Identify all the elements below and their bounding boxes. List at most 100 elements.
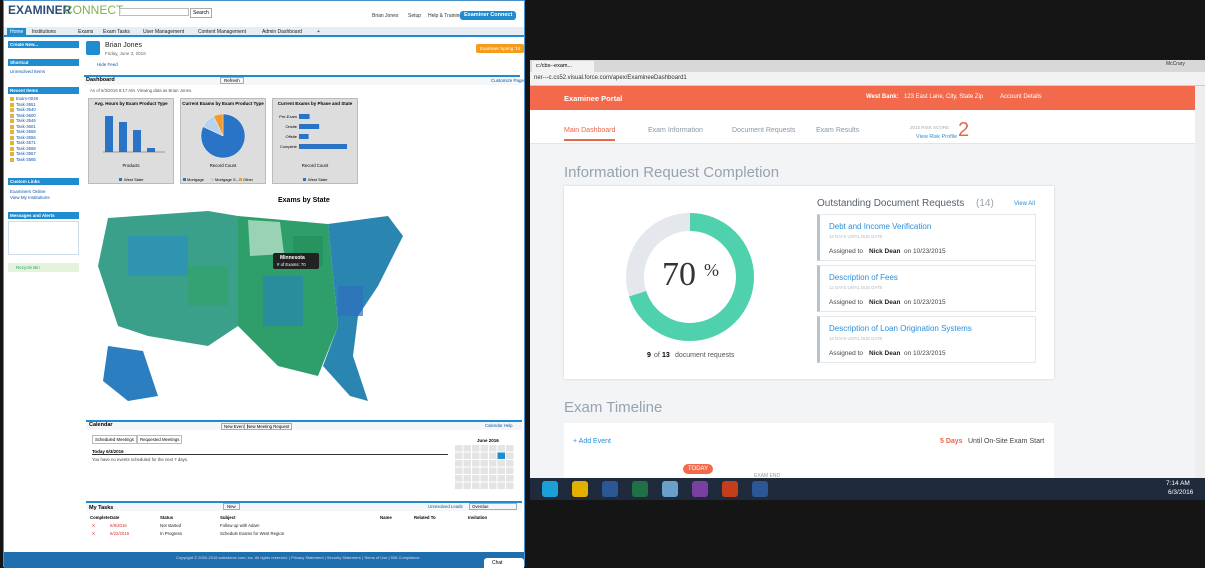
recent-link[interactable]: Task-3556 (16, 134, 36, 140)
total-count: 13 (662, 352, 670, 359)
search-box (119, 8, 189, 16)
new-meeting[interactable]: New Meeting Request (244, 423, 293, 430)
calendar-cell (506, 467, 514, 474)
calendar-cell (497, 445, 505, 452)
axis-title: Record Count (301, 163, 329, 168)
taskbar-app[interactable] (662, 481, 678, 497)
done-count: 9 (647, 352, 651, 359)
url[interactable]: ner---c.cs52.visual.force.com/apex/Exami… (534, 75, 687, 81)
tab[interactable]: Content Management (198, 29, 247, 35)
top-link[interactable]: Brian Jones (372, 13, 399, 19)
risk-link[interactable]: View Risk Profile (916, 134, 958, 140)
task-cell: Not started (160, 523, 182, 528)
calendar-help[interactable]: Calendar Help (485, 423, 513, 428)
bank: West Bank: (866, 94, 899, 100)
recent-link[interactable]: Task-3546 (16, 118, 36, 123)
taskbar-app[interactable] (602, 481, 618, 497)
browser-tab[interactable]: c:/cbs--exam... (532, 61, 594, 72)
app-button[interactable]: Examiner Connect (460, 11, 516, 20)
recent-icon (10, 141, 14, 145)
tab[interactable]: + (317, 29, 320, 35)
calendar-cell (472, 452, 480, 459)
recent-icon (10, 102, 14, 107)
recent-link[interactable]: Task-3601 (16, 123, 36, 129)
nav-item[interactable]: Document Requests (732, 127, 796, 134)
taskbar-app[interactable] (542, 481, 558, 497)
taskbar-app[interactable] (722, 481, 738, 497)
taskbar-app[interactable] (572, 481, 588, 497)
us-map (98, 211, 403, 401)
calendar-cell (497, 482, 505, 489)
taskbar-app[interactable] (752, 481, 768, 497)
refresh-button[interactable]: Refresh (220, 77, 244, 84)
taskbar-app[interactable] (692, 481, 708, 497)
logo: CONNECT (64, 3, 124, 17)
until: Until On-Site Exam Start (968, 438, 1045, 445)
recent-link[interactable]: Task-3571 (16, 140, 36, 145)
sidebar-header: Shortcut (8, 59, 79, 66)
chat[interactable]: Chat (484, 558, 524, 568)
task-cell[interactable]: Follow up with Adam (220, 523, 260, 528)
custom-link[interactable]: View My Institutions (10, 195, 50, 200)
calendar-cell (463, 445, 471, 452)
account[interactable]: Account Details (1000, 94, 1042, 100)
tab[interactable]: User Management (143, 29, 185, 35)
tab[interactable]: Institutions (32, 29, 56, 35)
custom-link[interactable]: Examiners Online (10, 189, 46, 194)
customize-link[interactable]: Customize Page (491, 78, 525, 83)
timeline-card (564, 423, 1054, 480)
view-all[interactable]: View All (1014, 201, 1035, 207)
request-title[interactable]: Description of Fees (829, 273, 898, 282)
tab[interactable]: Exams (78, 29, 94, 35)
tab[interactable]: Exam Tasks (103, 29, 130, 35)
calendar-cell (455, 475, 463, 482)
sidebar-header: Create New... (8, 41, 79, 48)
user-date: Friday, June 3, 2016 (105, 51, 146, 56)
recent-link[interactable]: Task-3540 (16, 107, 36, 112)
recent-link[interactable]: Task-3568 (16, 145, 36, 151)
spring-button[interactable]: Examiner Spring '16 (476, 44, 525, 53)
recent-icon (10, 119, 14, 123)
search-button[interactable]: Search (190, 8, 212, 18)
sidebar-link[interactable]: Unresolved Items (10, 69, 46, 74)
calendar-cell (455, 482, 463, 489)
sidebar-header: Messages and Alerts (8, 212, 79, 219)
tab[interactable]: Admin Dashboard (262, 29, 303, 35)
map-state (128, 236, 188, 276)
request-card (817, 265, 1036, 312)
recent-link[interactable]: Task-3565 (16, 156, 36, 162)
new-event[interactable]: New Event (221, 423, 248, 430)
request-title[interactable]: Debt and Income Verification (829, 222, 932, 231)
tasks-view[interactable]: Overdue (469, 503, 517, 510)
request-due: 12 DAYS UNTIL DUE DATE (829, 234, 883, 239)
recycle-bin[interactable]: Recycle Bin (8, 263, 79, 272)
nav-item[interactable]: Main Dashboard (564, 127, 616, 141)
recent-link[interactable]: Task-3559 (16, 129, 36, 134)
calendar-cell (455, 452, 463, 459)
tasks-filter[interactable]: Unresolved Leads (428, 504, 463, 509)
nav-item[interactable]: Exam Information (648, 127, 703, 134)
calendar-tab[interactable]: Scheduled Meetings (92, 435, 137, 444)
calendar-tab[interactable]: Requested Meetings (137, 435, 183, 444)
nav-line (530, 143, 1195, 144)
category-label: Pre-Exam (279, 114, 297, 119)
top-link[interactable]: Setup (408, 13, 422, 19)
tab[interactable]: Home (7, 28, 27, 36)
tasks-new[interactable]: New (223, 503, 240, 510)
add-event[interactable]: + Add Event (573, 438, 611, 445)
nav-item[interactable]: Exam Results (816, 127, 860, 134)
task-cell[interactable]: Schedule Exams for West Region (220, 531, 285, 536)
recent-link[interactable]: Task-3557 (16, 151, 36, 156)
calendar-cell (472, 475, 480, 482)
taskbar-app[interactable] (632, 481, 648, 497)
request-due: 12 DAYS UNTIL DUE DATE (829, 336, 883, 341)
top-link[interactable]: Help & Training (428, 13, 463, 19)
request-title[interactable]: Description of Loan Origination Systems (829, 324, 972, 333)
recent-link[interactable]: Task-3600 (16, 112, 36, 118)
hide-feed[interactable]: Hide Feed (97, 62, 118, 67)
assigned: Assigned to (829, 248, 863, 255)
calendar-cell (463, 460, 471, 467)
recent-link[interactable]: Exam-0048 (16, 96, 38, 101)
recent-link[interactable]: Task-3651 (16, 101, 36, 107)
column-header: Date (110, 515, 120, 520)
